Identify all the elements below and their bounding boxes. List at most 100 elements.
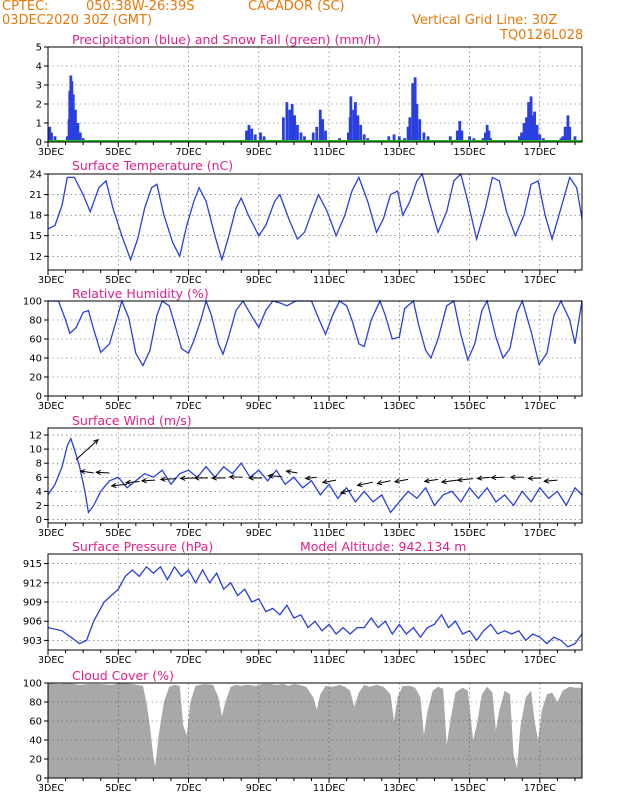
- header-grid-note: Vertical Grid Line: 30Z: [412, 13, 558, 28]
- x-tick-label: 17DEC: [524, 275, 556, 286]
- x-tick-label: 11DEC: [313, 655, 345, 666]
- precip-bar: [324, 130, 327, 142]
- plot-frame: [47, 427, 583, 524]
- x-tick-label: 7DEC: [176, 655, 202, 666]
- wind-vector: [75, 439, 99, 461]
- wind-vector: [457, 478, 474, 481]
- y-tick-label: 20: [29, 373, 42, 384]
- precip-bar: [311, 132, 315, 142]
- panel-title: Cloud Cover (%): [72, 668, 174, 683]
- y-tick-label: 2: [36, 501, 42, 512]
- x-tick-label: 3DEC: [38, 401, 64, 412]
- precip-bar: [518, 136, 521, 142]
- y-tick-label: 4: [36, 487, 42, 498]
- wind-arrowhead: [393, 478, 400, 484]
- y-tick-label: 40: [29, 354, 42, 365]
- precip-bar: [359, 124, 363, 142]
- precip-bar: [408, 117, 412, 142]
- precip-bar: [288, 109, 292, 142]
- wind-arrowhead: [543, 478, 550, 484]
- plot-frame: [47, 173, 583, 271]
- plot-frame: [47, 682, 583, 779]
- x-tick-label: 9DEC: [246, 401, 272, 412]
- y-tick-label: 0: [36, 138, 42, 149]
- y-tick-label: 80: [29, 316, 42, 327]
- x-tick-label: 11DEC: [313, 147, 345, 158]
- x-tick-label: 17DEC: [524, 783, 556, 794]
- x-tick-label: 17DEC: [524, 528, 556, 539]
- precip-bar: [318, 109, 322, 142]
- x-tick-label: 13DEC: [383, 147, 415, 158]
- precip-bar: [50, 132, 53, 142]
- precip-bar: [460, 130, 464, 142]
- precip-bar: [321, 119, 325, 142]
- x-tick-label: 17DEC: [524, 655, 556, 666]
- x-tick-label: 17DEC: [524, 147, 556, 158]
- precip-bar: [70, 81, 74, 142]
- precip-bar: [531, 115, 535, 142]
- x-tick-label: 5DEC: [105, 528, 131, 539]
- x-tick-label: 7DEC: [176, 528, 202, 539]
- y-tick-label: 3: [36, 81, 42, 92]
- wind-arrowhead: [321, 479, 328, 485]
- precip-bar: [568, 126, 572, 142]
- precip-bar: [483, 132, 487, 142]
- y-tick-label: 909: [23, 598, 42, 609]
- wind-vector: [268, 475, 282, 478]
- precip-bar: [48, 126, 52, 142]
- wind-vector: [96, 471, 110, 474]
- x-tick-label: 9DEC: [246, 655, 272, 666]
- precip-bar: [563, 126, 567, 142]
- x-tick-label: 13DEC: [383, 528, 415, 539]
- panel-title: Surface Wind (m/s): [72, 413, 192, 428]
- panel-title: Surface Pressure (hPa): [72, 539, 213, 554]
- wind-arrowhead: [93, 438, 99, 445]
- panel-2: 12 15 18 21 24 3DEC 5DEC 7DEC 9DEC 11DEC 13DEC 15DE…: [29, 158, 583, 286]
- precip-bar: [299, 132, 303, 142]
- precip-bar: [487, 130, 491, 142]
- y-tick-label: 12: [29, 252, 42, 263]
- precip-bar: [468, 136, 471, 142]
- precip-bar: [74, 109, 77, 142]
- precip-bar: [397, 136, 401, 142]
- panel-title: Precipitation (blue) and Snow Fall (gree…: [72, 32, 381, 47]
- precip-bar: [259, 132, 262, 142]
- x-tick-label: 15DEC: [454, 275, 486, 286]
- x-tick-label: 5DEC: [105, 275, 131, 286]
- wind-arrowhead: [339, 489, 346, 495]
- wind-arrowhead: [490, 474, 497, 481]
- wind-arrowhead: [211, 475, 217, 481]
- x-tick-label: 9DEC: [246, 528, 272, 539]
- x-tick-label: 7DEC: [176, 147, 202, 158]
- x-tick-label: 3DEC: [38, 275, 64, 286]
- precip-bar: [561, 136, 565, 142]
- wind-arrowhead: [124, 479, 131, 485]
- header-model-code: TQ0126L028: [500, 28, 584, 43]
- y-tick-label: 10: [29, 445, 42, 456]
- precip-bar: [573, 136, 577, 142]
- x-tick-label: 3DEC: [38, 147, 64, 158]
- plot-frame: [47, 46, 583, 143]
- precip-bar: [76, 123, 80, 142]
- x-tick-label: 7DEC: [176, 783, 202, 794]
- precip-bar: [262, 136, 266, 142]
- precip-bar: [448, 136, 452, 142]
- y-tick-label: 1: [36, 119, 42, 130]
- wind-vector: [126, 480, 140, 484]
- precip-bar: [356, 115, 360, 142]
- precip-bar: [522, 123, 526, 142]
- y-tick-label: 20: [29, 755, 42, 766]
- y-tick-label: 4: [36, 62, 42, 73]
- precip-bar: [529, 96, 533, 142]
- x-tick-label: 5DEC: [105, 147, 131, 158]
- y-tick-label: 0: [36, 515, 42, 526]
- precip-bar: [281, 117, 285, 142]
- precip-bar: [78, 132, 82, 142]
- series-line: [47, 436, 583, 514]
- precip-bar: [362, 134, 366, 142]
- panel-1: 0 1 2 3 4 5 3DEC 5DEC 7DEC 9DEC 11DEC 13DEC 15DEC 17D…: [36, 32, 583, 158]
- y-tick-label: 6: [36, 473, 42, 484]
- wind-arrowhead: [423, 478, 430, 484]
- x-tick-label: 11DEC: [313, 401, 345, 412]
